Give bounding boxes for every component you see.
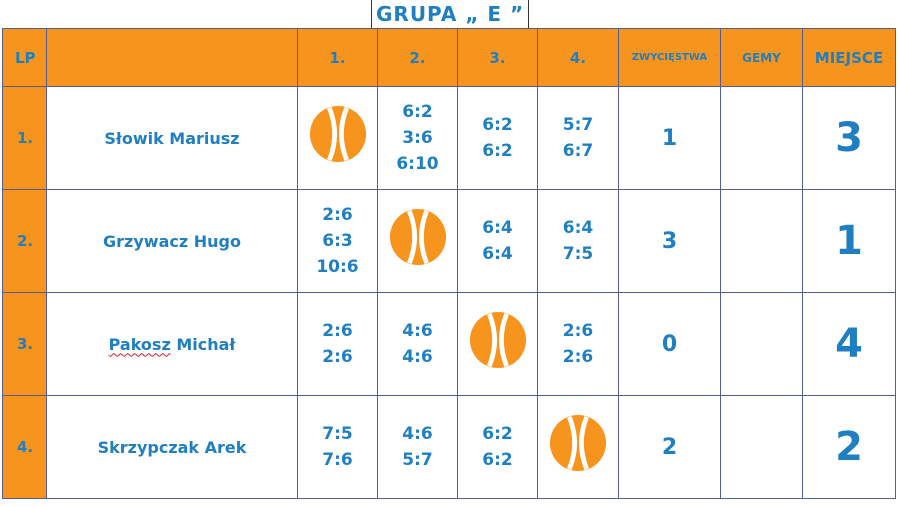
score-cell: 4:6 4:6 <box>377 292 458 396</box>
set-score: 6:2 <box>482 450 513 470</box>
player-name-last: Mariusz <box>169 128 240 148</box>
set-score: 10:6 <box>316 257 359 277</box>
player-name-first: Pakosz <box>108 334 171 354</box>
player-name: Grzywacz Hugo <box>46 189 298 293</box>
set-score: 3:6 <box>402 128 433 148</box>
self-cell <box>537 395 619 499</box>
set-score: 6:4 <box>482 244 513 264</box>
player-name: Pakosz Michał <box>46 292 298 396</box>
set-score: 6:2 <box>482 141 513 161</box>
set-score: 6:3 <box>322 231 353 251</box>
results-table: LP 1. 2. 3. 4. ZWYCIĘSTWA GEMY MIEJSCE 1… <box>2 28 896 499</box>
score-cell: 7:5 7:6 <box>297 395 378 499</box>
player-name-first: Grzywacz <box>103 231 189 251</box>
score-cell: 4:6 5:7 <box>377 395 458 499</box>
row-number: 2. <box>2 189 47 293</box>
table-row: 3. Pakosz Michał 2:6 2:6 4:6 4:6 2:6 2:6 0 4 <box>2 292 896 396</box>
self-cell <box>457 292 538 396</box>
group-title: GRUPA „ E ” <box>371 0 530 28</box>
final-place: 1 <box>802 189 896 293</box>
self-cell <box>297 86 378 190</box>
final-place: 3 <box>802 86 896 190</box>
score-cell: 2:6 2:6 <box>537 292 619 396</box>
table-row: 1. Słowik Mariusz 6:2 3:6 6:10 6:2 6:2 5:7 6:7 1 3 <box>2 86 896 190</box>
set-score: 7:5 <box>322 424 353 444</box>
row-number: 1. <box>2 86 47 190</box>
set-score: 5:7 <box>562 115 594 135</box>
set-score: 7:5 <box>562 244 594 264</box>
tennis-ball-icon <box>549 414 607 472</box>
set-score: 5:7 <box>402 450 433 470</box>
score-cell: 6:4 7:5 <box>537 189 619 293</box>
player-name-last: Hugo <box>193 231 241 251</box>
set-score: 6:2 <box>402 102 433 122</box>
final-place: 2 <box>802 395 896 499</box>
games-count <box>720 189 803 293</box>
player-name-first: Skrzypczak <box>97 437 200 457</box>
set-score: 2:6 <box>322 205 353 225</box>
player-name-first: Słowik <box>104 128 164 148</box>
set-score: 2:6 <box>562 347 594 367</box>
wins-count: 1 <box>618 86 721 190</box>
set-score: 2:6 <box>322 321 353 341</box>
games-count <box>720 86 803 190</box>
header-col-1: 1. <box>297 28 378 87</box>
set-score: 2:6 <box>322 347 353 367</box>
tennis-ball-icon <box>389 208 447 266</box>
wins-count: 0 <box>618 292 721 396</box>
set-score: 6:4 <box>482 218 513 238</box>
set-score: 7:6 <box>322 450 353 470</box>
set-score: 6:2 <box>482 115 513 135</box>
games-count <box>720 395 803 499</box>
set-score: 4:6 <box>402 424 433 444</box>
row-number: 3. <box>2 292 47 396</box>
player-name: Skrzypczak Arek <box>46 395 298 499</box>
row-number: 4. <box>2 395 47 499</box>
player-name-last: Arek <box>204 437 247 457</box>
set-score: 6:4 <box>562 218 594 238</box>
score-cell: 2:6 2:6 <box>297 292 378 396</box>
wins-count: 2 <box>618 395 721 499</box>
set-score: 6:2 <box>482 424 513 444</box>
final-place: 4 <box>802 292 896 396</box>
header-col-2: 2. <box>377 28 458 87</box>
set-score: 6:7 <box>562 141 594 161</box>
header-col-3: 3. <box>457 28 538 87</box>
score-cell: 6:2 6:2 <box>457 86 538 190</box>
score-cell: 6:4 6:4 <box>457 189 538 293</box>
set-score: 6:10 <box>396 154 439 174</box>
tennis-ball-icon <box>469 311 527 369</box>
header-name <box>46 28 298 87</box>
player-name: Słowik Mariusz <box>46 86 298 190</box>
set-score: 2:6 <box>562 321 594 341</box>
set-score: 4:6 <box>402 347 433 367</box>
header-col-4: 4. <box>537 28 619 87</box>
player-name-last: Michał <box>176 334 236 354</box>
score-cell: 6:2 3:6 6:10 <box>377 86 458 190</box>
header-place: MIEJSCE <box>802 28 896 87</box>
header-games: GEMY <box>720 28 803 87</box>
wins-count: 3 <box>618 189 721 293</box>
table-row: 4. Skrzypczak Arek 7:5 7:6 4:6 5:7 6:2 6:2 2 2 <box>2 395 896 499</box>
set-score: 4:6 <box>402 321 433 341</box>
score-cell: 5:7 6:7 <box>537 86 619 190</box>
score-cell: 6:2 6:2 <box>457 395 538 499</box>
self-cell <box>377 189 458 293</box>
header-wins: ZWYCIĘSTWA <box>618 28 721 87</box>
score-cell: 2:6 6:3 10:6 <box>297 189 378 293</box>
table-row: 2. Grzywacz Hugo 2:6 6:3 10:6 6:4 6:4 6:4 7:5 3 1 <box>2 189 896 293</box>
games-count <box>720 292 803 396</box>
header-row: LP 1. 2. 3. 4. ZWYCIĘSTWA GEMY MIEJSCE <box>2 28 896 87</box>
header-lp: LP <box>2 28 47 87</box>
tennis-ball-icon <box>309 105 367 163</box>
